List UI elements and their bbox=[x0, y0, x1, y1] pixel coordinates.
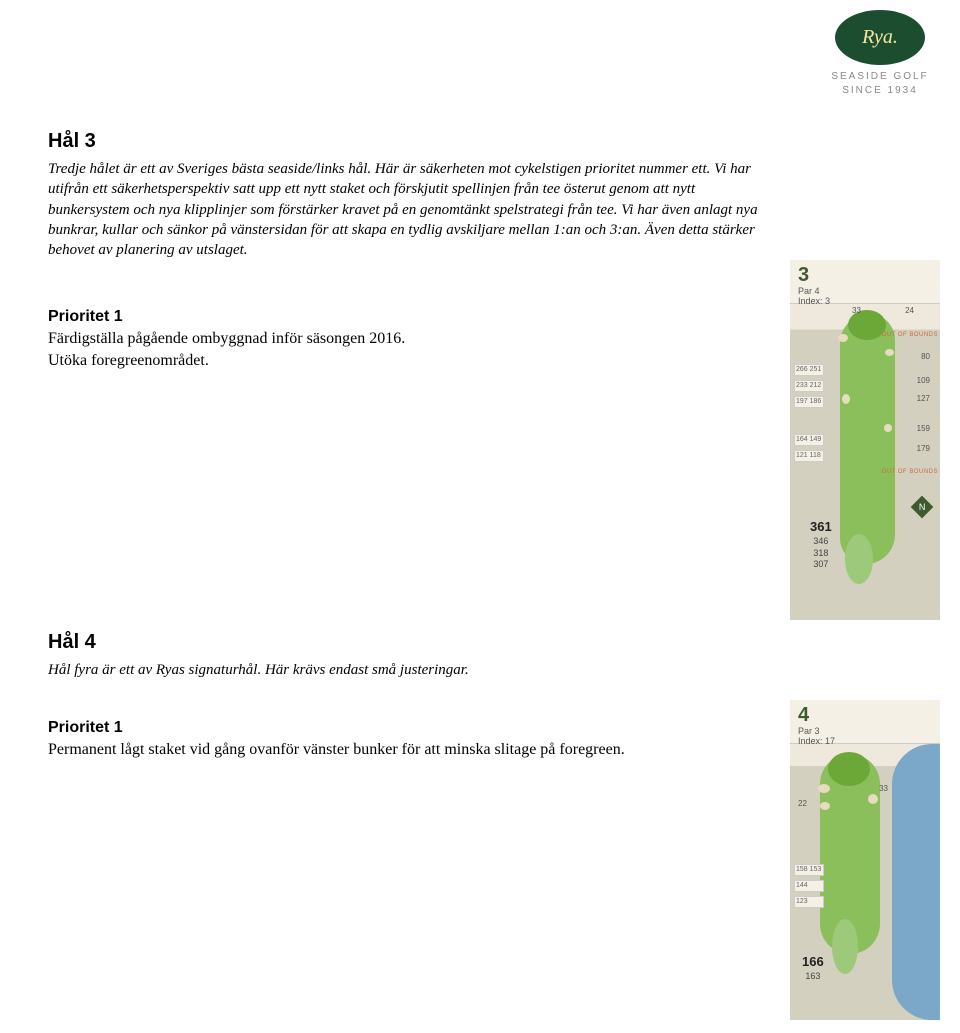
map-3-tee-box: 121 118 bbox=[794, 450, 824, 462]
map-3-bunker bbox=[838, 334, 848, 342]
logo-script: Rya. bbox=[862, 26, 898, 49]
map-3-dist: 159 bbox=[917, 424, 930, 433]
compass-icon: N bbox=[911, 496, 934, 519]
map-3-dist: 179 bbox=[917, 444, 930, 453]
hole-4-priority-text: Permanent lågt staket vid gång ovanför v… bbox=[48, 739, 768, 761]
map-4-tee-box: 123 bbox=[794, 896, 824, 908]
map-3-header: 3 Par 4 Index: 3 bbox=[790, 260, 940, 304]
logo-tagline-1: SEASIDE GOLF bbox=[820, 70, 940, 84]
map-3-dist: 127 bbox=[917, 394, 930, 403]
map-4-tee-area bbox=[832, 919, 858, 974]
logo-oval: Rya. bbox=[835, 10, 925, 65]
map-4-header: 4 Par 3 Index: 17 bbox=[790, 700, 940, 744]
hole-4-title: Hål 4 bbox=[48, 631, 768, 654]
hole-3-title: Hål 3 bbox=[48, 130, 768, 153]
map-3-oob: OUT OF BOUNDS bbox=[882, 332, 938, 338]
hole-3-map: 3 Par 4 Index: 3 OUT OF BOUNDS OUT OF BO… bbox=[790, 260, 940, 620]
hole-4-map: 4 Par 3 Index: 17 22 33 158 153 144 123 … bbox=[790, 700, 940, 1020]
map-4-dist: 33 bbox=[879, 784, 888, 793]
map-4-bunker bbox=[818, 784, 830, 793]
map-4-green bbox=[828, 752, 870, 786]
map-4-number: 4 bbox=[798, 704, 932, 727]
map-3-mark: 24 bbox=[905, 306, 914, 315]
club-logo: Rya. SEASIDE GOLF SINCE 1934 bbox=[820, 10, 940, 98]
hole-4-priority-label: Prioritet 1 bbox=[48, 719, 768, 737]
map-4-bunker bbox=[820, 802, 830, 810]
map-3-tee-box: 197 186 bbox=[794, 396, 824, 408]
map-4-tee-box: 144 bbox=[794, 880, 824, 892]
map-3-bunker bbox=[885, 349, 894, 356]
hole-3-priority-text: Färdigställa pågående ombyggnad inför sä… bbox=[48, 328, 768, 371]
map-3-tee-box: 164 149 bbox=[794, 434, 824, 446]
map-3-mark: 33 bbox=[852, 306, 861, 315]
hole-3-priority-label: Prioritet 1 bbox=[48, 308, 768, 326]
main-content: Hål 3 Tredje hålet är ett av Sveriges bä… bbox=[48, 130, 768, 760]
hole-4-description: Hål fyra är ett av Ryas signaturhål. Här… bbox=[48, 660, 768, 680]
map-3-body: OUT OF BOUNDS OUT OF BOUNDS 33 24 266 25… bbox=[790, 304, 940, 620]
hole-3-description: Tredje hålet är ett av Sveriges bästa se… bbox=[48, 159, 768, 260]
map-3-tee-area bbox=[845, 534, 873, 584]
hole-4-section: Hål 4 Hål fyra är ett av Ryas signaturhå… bbox=[48, 631, 768, 760]
map-4-yardage: 166 163 bbox=[802, 954, 824, 983]
map-3-yardage: 361 346 318 307 bbox=[810, 519, 832, 571]
map-3-bunker bbox=[842, 394, 850, 404]
map-3-tee-box: 233 212 bbox=[794, 380, 824, 392]
logo-tagline-2: SINCE 1934 bbox=[820, 84, 940, 98]
map-3-dist: 80 bbox=[921, 352, 930, 361]
map-4-mark: 22 bbox=[798, 799, 807, 808]
map-3-oob: OUT OF BOUNDS bbox=[882, 469, 938, 475]
map-3-bunker bbox=[884, 424, 892, 432]
map-3-tee-box: 266 251 bbox=[794, 364, 824, 376]
map-4-tee-box: 158 153 bbox=[794, 864, 824, 876]
map-4-water bbox=[892, 744, 940, 1020]
map-3-number: 3 bbox=[798, 264, 932, 287]
map-4-bunker bbox=[868, 794, 878, 804]
map-3-dist: 109 bbox=[917, 376, 930, 385]
map-4-body: 22 33 158 153 144 123 166 163 bbox=[790, 744, 940, 1020]
